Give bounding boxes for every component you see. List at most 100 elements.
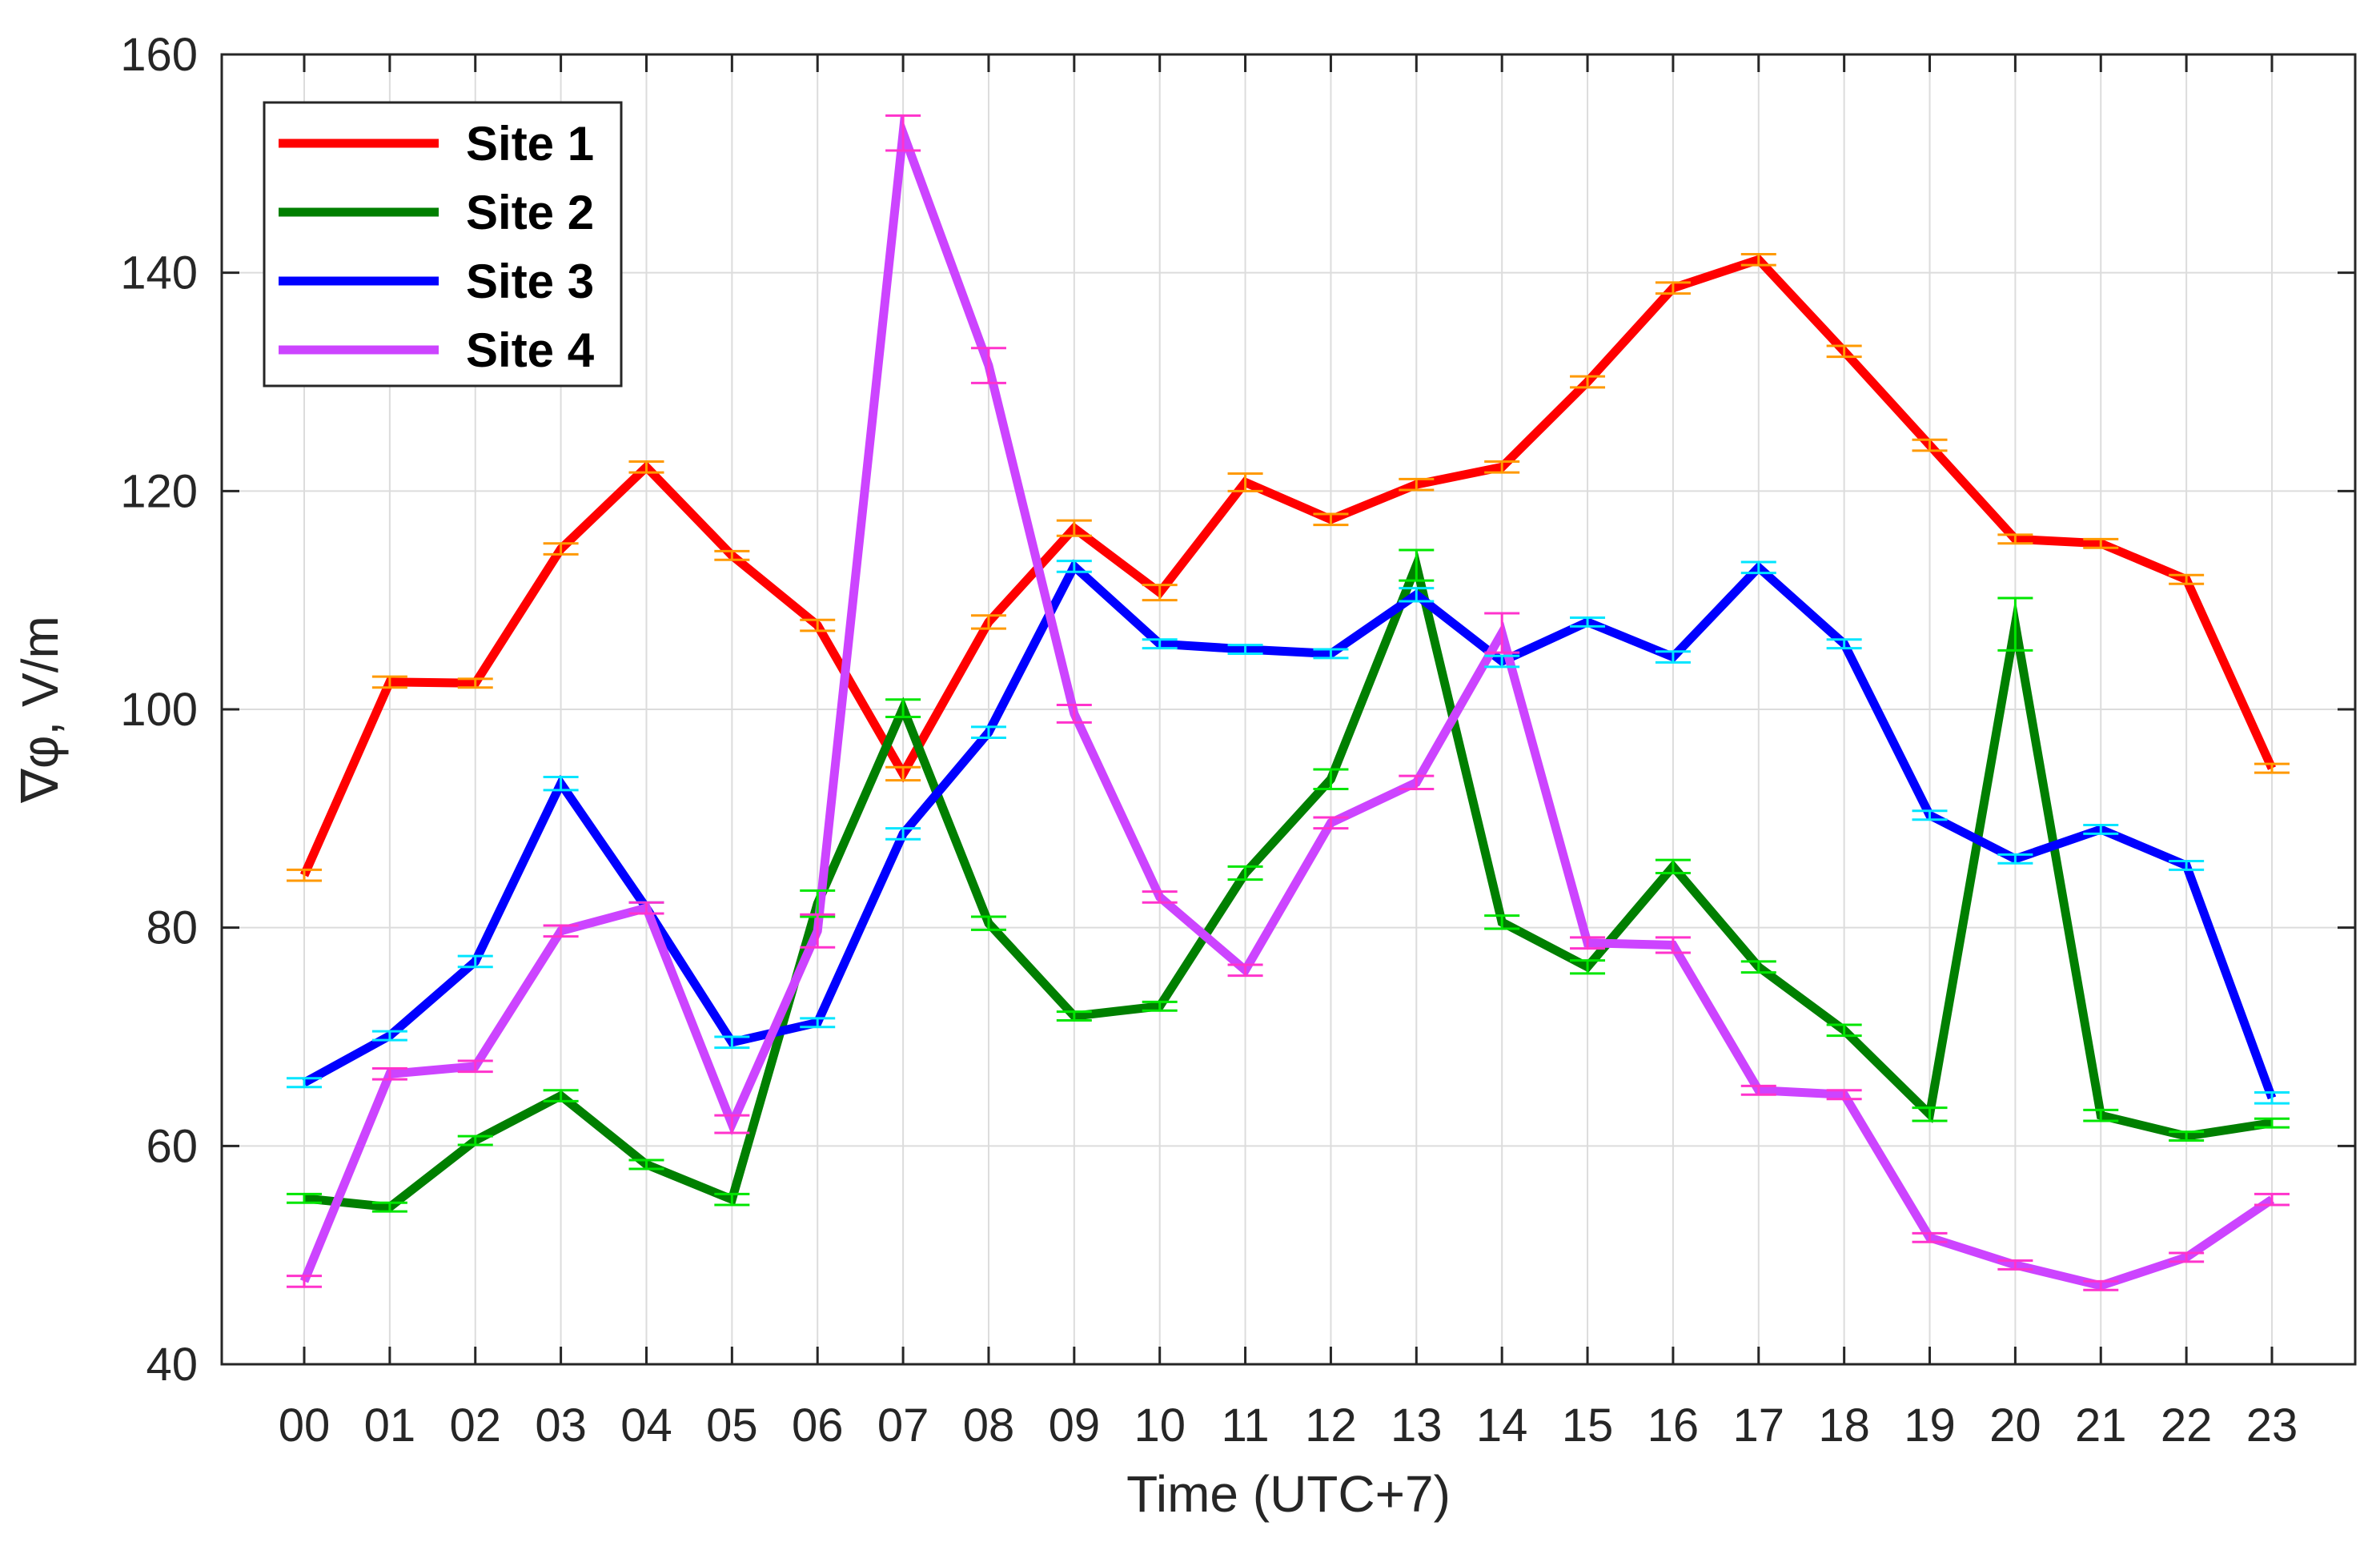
error-bar: [714, 1192, 750, 1207]
error-bar: [1740, 1084, 1776, 1096]
error-bar: [457, 1059, 493, 1074]
error-bar: [1313, 512, 1349, 527]
y-axis-title: ∇φ, V/m: [11, 616, 69, 804]
error-bar: [885, 765, 921, 782]
x-tick-label: 19: [1904, 1399, 1956, 1452]
error-bar: [1313, 768, 1349, 791]
error-bar: [543, 1089, 579, 1102]
error-bar: [1570, 375, 1606, 389]
error-bar: [371, 1030, 407, 1042]
error-bar: [1912, 809, 1948, 821]
legend-item: Site 4: [279, 323, 595, 377]
legend-item: Site 3: [279, 255, 594, 308]
error-bar: [970, 614, 1006, 630]
error-bar: [1484, 654, 1520, 669]
x-tick-label: 16: [1648, 1399, 1700, 1452]
legend-box: [263, 101, 623, 388]
x-tick-label: 06: [792, 1399, 844, 1452]
x-tick-label: 03: [535, 1399, 587, 1452]
error-bar: [885, 114, 921, 152]
error-bar: [1570, 936, 1606, 950]
error-bar: [714, 1114, 750, 1134]
error-bar: [1399, 548, 1435, 582]
error-bar: [970, 347, 1006, 384]
error-bar: [1142, 584, 1178, 602]
error-bar: [1997, 1259, 2033, 1271]
error-bar: [2254, 762, 2290, 774]
error-bar: [1399, 587, 1435, 603]
error-bar: [543, 924, 579, 938]
y-tick-label: 80: [146, 902, 198, 954]
error-bar: [1912, 1231, 1948, 1243]
y-tick-label: 40: [146, 1339, 198, 1391]
error-bar: [1056, 519, 1092, 537]
x-tick-labels: 00 01 02 03 04 05 06 07 08 09 10 11 12 13 14 15 16 17 18 19…: [279, 1399, 2298, 1452]
x-tick-label: 07: [877, 1399, 929, 1452]
x-tick-label: 14: [1476, 1399, 1528, 1452]
error-bar: [1997, 533, 2033, 545]
error-bar: [1826, 1089, 1862, 1101]
error-bar: [1484, 460, 1520, 474]
error-bar: [1655, 936, 1691, 954]
series-line-3: [302, 559, 2277, 1100]
x-tick-label: 12: [1305, 1399, 1357, 1452]
error-bar: [628, 901, 664, 915]
plot-frame: [220, 53, 2357, 1366]
error-bar: [1227, 644, 1263, 655]
legend-item: Site 1: [279, 117, 594, 171]
x-tick-label: 13: [1391, 1399, 1443, 1452]
error-bar: [800, 913, 836, 949]
error-bar: [1056, 704, 1092, 724]
error-bar: [1655, 281, 1691, 295]
error-bar: [1484, 914, 1520, 930]
error-bar: [1056, 1010, 1092, 1022]
error-bar: [287, 1275, 322, 1288]
error-bar: [1313, 816, 1349, 830]
error-bar: [1227, 865, 1263, 881]
error-bar: [1740, 560, 1776, 575]
x-tick-label: 23: [2246, 1399, 2298, 1452]
error-bar: [1399, 477, 1435, 492]
error-bar: [1826, 1023, 1862, 1038]
series-lines: [299, 114, 2277, 1291]
x-tick-label: 05: [706, 1399, 758, 1452]
error-bar: [1056, 560, 1092, 573]
error-bar: [1740, 252, 1776, 267]
y-tick-label: 140: [120, 247, 198, 299]
error-bar: [885, 827, 921, 841]
error-bar: [1826, 344, 1862, 359]
error-bar: [1655, 858, 1691, 874]
error-bar: [1912, 438, 1948, 452]
error-bar: [970, 915, 1006, 931]
series-line-1: [299, 254, 2277, 877]
x-tick-label: 18: [1818, 1399, 1870, 1452]
error-bar: [1142, 638, 1178, 650]
x-tick-label: 17: [1733, 1399, 1785, 1452]
error-bar: [1484, 612, 1520, 654]
error-bar: [543, 776, 579, 792]
x-tick-label: 21: [2075, 1399, 2127, 1452]
error-bar: [2254, 1192, 2290, 1207]
legend-item: Site 2: [279, 186, 594, 239]
error-bar: [1313, 648, 1349, 660]
legend-label: Site 3: [466, 255, 594, 308]
x-tick-label: 10: [1134, 1399, 1186, 1452]
error-bar: [287, 868, 322, 882]
error-bar: [371, 675, 407, 689]
x-tick-label: 22: [2161, 1399, 2213, 1452]
error-bars: [287, 114, 2290, 1291]
error-bar: [1399, 774, 1435, 791]
error-bar: [2083, 1108, 2119, 1122]
error-bar: [371, 1067, 407, 1081]
error-bar: [1227, 963, 1263, 978]
error-bar: [1655, 650, 1691, 664]
error-bar: [2169, 1251, 2205, 1263]
error-bar: [714, 549, 750, 561]
x-tick-label: 08: [963, 1399, 1015, 1452]
error-bar: [2169, 1130, 2205, 1142]
series-line-2: [303, 550, 2273, 1212]
error-bar: [1142, 1000, 1178, 1012]
error-bar: [1142, 890, 1178, 904]
error-bar: [287, 1077, 322, 1089]
